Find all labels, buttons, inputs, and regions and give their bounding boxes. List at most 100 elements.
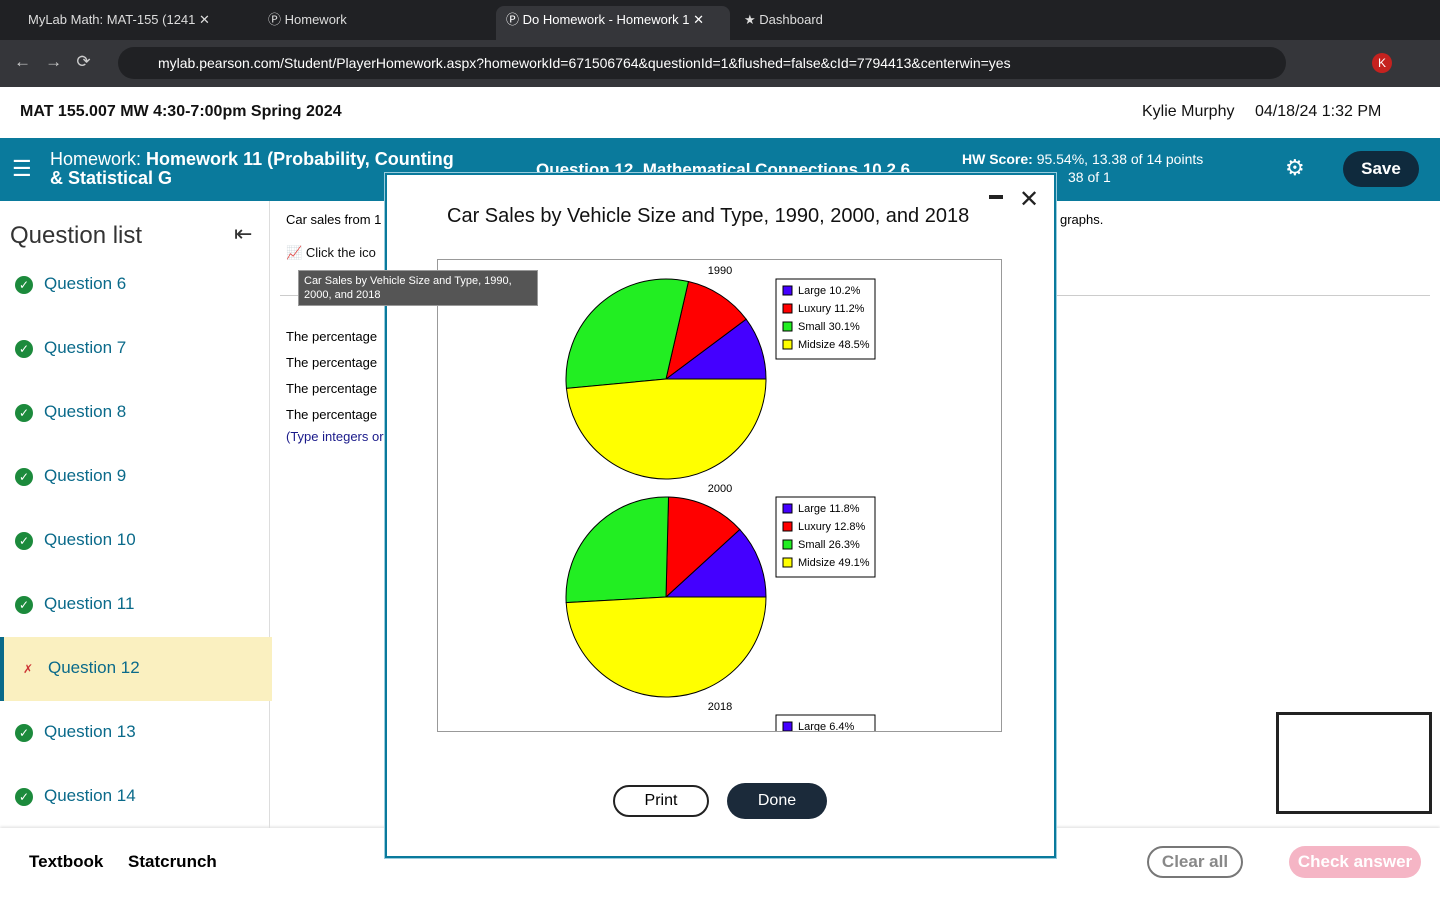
legend-label: Small 26.3% bbox=[798, 539, 860, 551]
tab-title: Do Homework - Homework 1 bbox=[522, 12, 690, 27]
legend-swatch bbox=[782, 321, 793, 332]
question-item[interactable]: ✗ Question 12 bbox=[0, 637, 272, 701]
legend-name: Luxury bbox=[798, 303, 832, 315]
pie-slice bbox=[665, 496, 741, 599]
legend-name: Midsize bbox=[798, 339, 835, 351]
question-line: The percentage bbox=[286, 329, 378, 344]
legend-value: 6.4% bbox=[829, 721, 854, 732]
question-item[interactable]: ✓ Question 9 bbox=[0, 445, 268, 509]
question-item[interactable]: ✓ Question 7 bbox=[0, 317, 268, 381]
status-icon: ✓ bbox=[15, 788, 33, 806]
legend-value: 11.8% bbox=[829, 503, 860, 515]
legend-value: 12.8% bbox=[834, 521, 865, 533]
done-button[interactable]: Done bbox=[727, 783, 827, 819]
clear-button[interactable]: Clear all bbox=[1147, 846, 1243, 878]
link[interactable]: Textbook bbox=[29, 852, 104, 871]
link[interactable]: Statcrunch bbox=[128, 852, 217, 871]
close[interactable]: ✕ bbox=[1019, 186, 1040, 213]
hint: Click the ico bbox=[305, 245, 376, 260]
label: Homework: bbox=[50, 149, 142, 169]
print-button[interactable]: Print bbox=[613, 785, 709, 817]
question-item[interactable]: ✓ Question 11 bbox=[0, 573, 268, 637]
datetime: 04/18/24 1:32 PM bbox=[1255, 103, 1382, 120]
question-label: Question 10 bbox=[44, 530, 136, 549]
question-line: The percentage bbox=[286, 407, 378, 422]
question-item[interactable]: ✓ Question 10 bbox=[0, 509, 268, 573]
active-tab[interactable]: Ⓟ Do Homework - Homework 1 ✕ bbox=[496, 6, 730, 40]
course: MAT 155.007 MW 4:30-7:00pm Spring 2024 bbox=[20, 103, 342, 120]
question-text: graphs. bbox=[1060, 212, 1104, 227]
legend-value: 30.1% bbox=[829, 321, 860, 333]
hw-score: 95.54%, 13.38 of 14 points bbox=[1036, 151, 1204, 167]
question-label: Question 11 bbox=[44, 594, 135, 613]
status-icon: ✓ bbox=[15, 404, 33, 422]
status-icon: ✓ bbox=[15, 340, 33, 358]
pie-slice bbox=[665, 280, 747, 381]
legend-swatch bbox=[782, 557, 793, 568]
legend-swatch bbox=[782, 503, 793, 514]
minimize[interactable] bbox=[989, 195, 1003, 199]
dialog-title: Car Sales by Vehicle Size and Type, 1990… bbox=[447, 205, 970, 227]
legend-label: Luxury 12.8% bbox=[798, 521, 866, 533]
pie-title: 1990 bbox=[708, 265, 732, 277]
legend-value: 11.2% bbox=[834, 303, 865, 315]
legend-name: Midsize bbox=[798, 557, 835, 569]
legend-swatch bbox=[782, 721, 793, 731]
legend-swatch bbox=[782, 339, 793, 350]
legend-label: Large 11.8% bbox=[798, 503, 860, 515]
legend-value: 49.1% bbox=[838, 557, 869, 569]
pie-title: 2000 bbox=[708, 483, 732, 495]
legend-name: Small bbox=[798, 539, 826, 551]
status-icon: ✓ bbox=[15, 468, 33, 486]
legend-box bbox=[775, 714, 876, 731]
sidebar-title: Question list bbox=[10, 222, 143, 249]
tab[interactable]: Ⓟ Homework bbox=[268, 12, 347, 27]
question-line: The percentage bbox=[286, 355, 378, 370]
question-item[interactable]: ✓ Question 14 bbox=[0, 765, 268, 829]
sidebar: Question list ⇤ ✓ Question 6 ✓ Question 7 ✓ Q… bbox=[0, 201, 272, 829]
question-text: Car sales from 1 bbox=[286, 212, 382, 227]
question-item[interactable]: ✓ Question 8 bbox=[0, 381, 268, 445]
legend-label: Large 10.2% bbox=[798, 285, 861, 297]
question-item[interactable]: ✓ Question 13 bbox=[0, 701, 268, 765]
check-button[interactable]: Check answer bbox=[1289, 846, 1421, 878]
label: HW Score: bbox=[962, 151, 1033, 167]
pie-slice bbox=[565, 378, 767, 480]
user: Kylie Murphy bbox=[1142, 103, 1235, 120]
legend-label: Large 6.4% bbox=[798, 721, 854, 732]
status-icon: ✓ bbox=[15, 596, 33, 614]
tab-title: Dashboard bbox=[759, 12, 823, 27]
profile[interactable]: K bbox=[1372, 53, 1392, 73]
legend-swatch bbox=[782, 539, 793, 550]
tab[interactable]: ★ Dashboard bbox=[744, 12, 823, 27]
tab[interactable]: MyLab Math: MAT-155 (1241 ✕ bbox=[28, 12, 210, 27]
legend-name: Luxury bbox=[798, 521, 832, 533]
legend-label: Small 30.1% bbox=[798, 321, 860, 333]
question-label: Question 13 bbox=[44, 722, 136, 741]
question-item[interactable]: ✓ Question 6 bbox=[0, 253, 268, 317]
nav-buttons[interactable]: ← → ⟳ bbox=[14, 52, 91, 71]
instruction: (Type integers or bbox=[286, 429, 384, 444]
question-label: Question 8 bbox=[44, 402, 127, 421]
question-label: Question 7 bbox=[44, 338, 127, 357]
settings[interactable]: ⚙ bbox=[1285, 155, 1305, 180]
legend-name: Large bbox=[798, 721, 826, 732]
tooltip: Car Sales by Vehicle Size and Type, 1990… bbox=[298, 270, 538, 306]
pie-title: 2018 bbox=[708, 701, 732, 713]
pie-slice bbox=[565, 596, 767, 698]
homework-title: Homework 11 (Probability, Counting & Sta… bbox=[50, 149, 454, 188]
status-icon: ✓ bbox=[15, 724, 33, 742]
save-button[interactable]: Save bbox=[1343, 151, 1419, 187]
address-bar[interactable]: mylab.pearson.com/Student/PlayerHomework… bbox=[118, 47, 1286, 79]
tab-title: MyLab Math: MAT-155 (1241 bbox=[28, 12, 196, 27]
status-icon: ✓ bbox=[15, 532, 33, 550]
thumbnail[interactable] bbox=[1276, 712, 1432, 814]
legend-value: 48.5% bbox=[838, 339, 869, 351]
collapse[interactable]: ⇤ bbox=[234, 221, 253, 246]
tab-strip: MyLab Math: MAT-155 (1241 ✕ Ⓟ Homework Ⓟ… bbox=[0, 0, 1440, 40]
url: mylab.pearson.com/Student/PlayerHomework… bbox=[158, 55, 1011, 71]
menu[interactable]: ☰ bbox=[12, 156, 32, 181]
tab-title: Homework bbox=[284, 12, 347, 27]
points: 38 of 1 bbox=[1068, 169, 1111, 185]
